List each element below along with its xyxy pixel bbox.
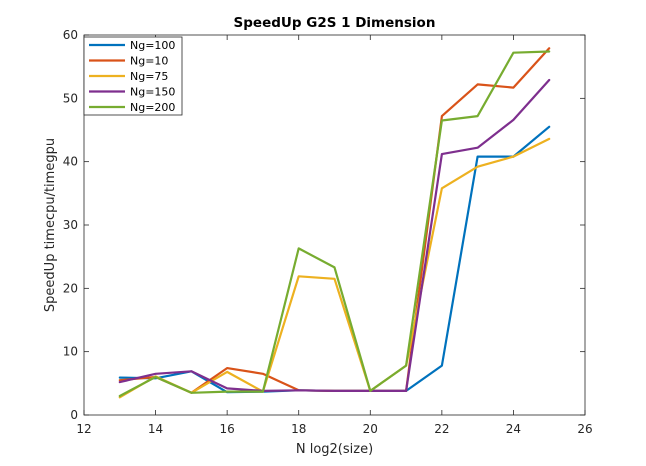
y-tick-label: 10	[63, 345, 78, 359]
x-tick-label: 14	[148, 422, 163, 436]
y-tick-label: 0	[70, 408, 78, 422]
x-tick-label: 20	[363, 422, 378, 436]
y-tick-label: 50	[63, 91, 78, 105]
y-tick-label: 20	[63, 281, 78, 295]
legend-label-2: Ng=10	[130, 55, 168, 68]
x-tick-label: 22	[434, 422, 449, 436]
series-line-4	[118, 78, 551, 392]
y-tick-label: 40	[63, 155, 78, 169]
x-tick-label: 26	[577, 422, 592, 436]
series-line-5	[118, 50, 551, 398]
x-axis-label: N log2(size)	[296, 442, 373, 457]
x-tick-label: 24	[506, 422, 521, 436]
chart-title: SpeedUp G2S 1 Dimension	[234, 15, 436, 31]
y-tick-label: 60	[63, 28, 78, 42]
ticks-layer: 12 14 16 18 20 22 24 26 0 10 20 30 40 50 60	[63, 28, 593, 436]
x-tick-label: 12	[76, 422, 91, 436]
legend-label-4: Ng=150	[130, 86, 175, 99]
series-layer	[118, 47, 551, 399]
legend: Ng=100 Ng=10 Ng=75 Ng=150 Ng=200	[83, 36, 183, 116]
legend-label-5: Ng=200	[130, 101, 175, 114]
legend-label-1: Ng=100	[130, 39, 175, 52]
y-tick-label: 30	[63, 218, 78, 232]
x-tick-label: 18	[291, 422, 306, 436]
y-axis-label: SpeedUp timecpu/timegpu	[43, 138, 58, 312]
legend-label-3: Ng=75	[130, 70, 168, 83]
x-tick-label: 16	[220, 422, 235, 436]
